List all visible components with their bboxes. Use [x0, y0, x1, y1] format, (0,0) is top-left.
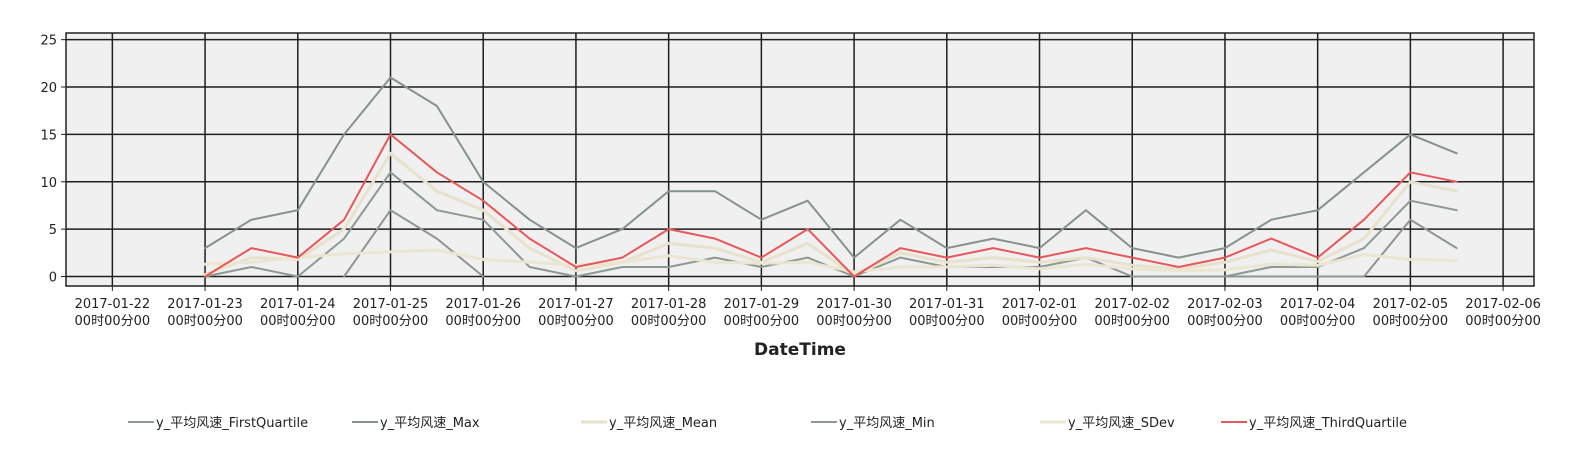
x-tick-label-date: 2017-01-22: [75, 297, 151, 312]
x-tick-label-time: 00时00分00: [1187, 314, 1263, 329]
x-axis-title: DateTime: [754, 340, 846, 360]
series-line-3: [343, 209, 1458, 278]
x-tick-label-time: 00时00分00: [1373, 314, 1449, 329]
legend-label: y_平均风速_ThirdQuartile: [1249, 416, 1407, 431]
x-tick-label-date: 2017-01-29: [724, 297, 800, 312]
x-tick-label-time: 00时00分00: [1094, 314, 1170, 329]
x-axis: 2017-01-22 00时00分00 2017-01-23 00时00分00 2017…: [75, 286, 1541, 329]
x-tick-label-date: 2017-01-27: [538, 297, 614, 312]
x-tick-label-time: 00时00分00: [260, 314, 336, 329]
y-tick-label: 5: [49, 223, 57, 238]
series-line-1: [204, 76, 1458, 259]
y-tick-label: 25: [40, 34, 57, 49]
series-line-4: [203, 248, 1459, 274]
x-tick-label-time: 00时00分00: [167, 314, 243, 329]
x-tick-label-time: 00时00分00: [538, 314, 614, 329]
x-tick-label-date: 2017-01-26: [445, 297, 521, 312]
legend-label: y_平均风速_Mean: [609, 416, 717, 431]
x-tick-label-date: 2017-01-25: [353, 297, 429, 312]
series-line-2: [203, 151, 1459, 277]
x-tick-label-date: 2017-02-04: [1280, 297, 1356, 312]
x-tick-label-time: 00时00分00: [816, 314, 892, 329]
x-tick-label-date: 2017-02-03: [1187, 297, 1263, 312]
x-tick-label-date: 2017-02-01: [1002, 297, 1078, 312]
y-tick-label: 20: [40, 81, 57, 96]
x-tick-label-date: 2017-02-06: [1465, 297, 1541, 312]
x-tick-label-time: 00时00分00: [445, 314, 521, 329]
x-tick-label-time: 00时00分00: [353, 314, 429, 329]
series-line-5: [204, 133, 1458, 278]
x-tick-label-date: 2017-01-30: [816, 297, 892, 312]
x-tick-label-date: 2017-02-02: [1094, 297, 1170, 312]
x-tick-label-date: 2017-01-23: [167, 297, 243, 312]
gridlines: [66, 33, 1534, 286]
x-tick-label-date: 2017-01-24: [260, 297, 336, 312]
legend: y_平均风速_FirstQuartile y_平均风速_Max y_平均风速_Mea…: [128, 416, 1407, 431]
plot-border: [65, 32, 1535, 287]
x-tick-label-date: 2017-01-28: [631, 297, 707, 312]
legend-label: y_平均风速_FirstQuartile: [156, 416, 308, 431]
x-tick-label-date: 2017-01-31: [909, 297, 985, 312]
x-tick-label-time: 00时00分00: [1002, 314, 1078, 329]
x-tick-label-date: 2017-02-05: [1373, 297, 1449, 312]
x-tick-label-time: 00时00分00: [631, 314, 707, 329]
legend-label: y_平均风速_SDev: [1068, 416, 1175, 431]
legend-label: y_平均风速_Max: [380, 416, 480, 431]
x-tick-label-time: 00时00分00: [1280, 314, 1356, 329]
y-axis: 0 5 10 15 20 25: [40, 34, 66, 286]
x-tick-label-time: 00时00分00: [1465, 314, 1541, 329]
x-tick-label-time: 00时00分00: [724, 314, 800, 329]
x-tick-label-time: 00时00分00: [909, 314, 985, 329]
plot-background: [66, 33, 1534, 286]
legend-label: y_平均风速_Min: [839, 416, 935, 431]
x-tick-label-time: 00时00分00: [75, 314, 151, 329]
y-tick-label: 0: [49, 271, 57, 286]
y-tick-label: 10: [40, 176, 57, 191]
y-tick-label: 15: [40, 128, 57, 143]
series-layer: [203, 76, 1459, 278]
